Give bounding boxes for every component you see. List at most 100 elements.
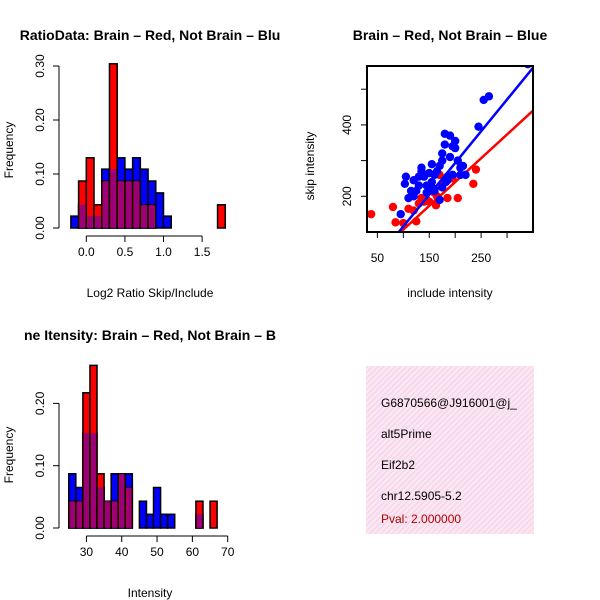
ratio-overlap-bar — [141, 204, 148, 228]
intensity-blue-bar — [166, 513, 176, 529]
intensity-y-tick-label: 0.20 — [33, 391, 47, 415]
ratio-x-tick-label: 1.5 — [194, 245, 211, 259]
scatter-red-point — [469, 179, 478, 189]
intensity-blue-bar — [138, 500, 148, 529]
scatter-xlabel: include intensity — [407, 286, 492, 300]
scatter-blue-point — [414, 181, 424, 190]
scatter-blue-point — [458, 161, 468, 171]
ratio-blue-bar — [70, 215, 80, 229]
scatter-red-point — [443, 193, 452, 203]
intensity-overlap-bar — [76, 501, 82, 528]
scatter-blue-point — [448, 170, 457, 180]
scatter-blue-point — [450, 143, 460, 153]
ratio-histogram-axes: 0.0 0.5 1.0 1.5 0.00 0.10 0.20 0.30 — [33, 54, 211, 259]
intensity-histogram-xlabel: Intensity — [128, 586, 173, 600]
intensity-x-tick-label: 70 — [221, 545, 235, 559]
scatter-axes: 50 150 250 200 400 — [340, 65, 534, 265]
ratio-overlap-bar — [102, 181, 109, 228]
intensity-histogram-panel: ne Itensity: Brain – Red, Not Brain – B … — [2, 327, 276, 600]
ratio-histogram-bars — [70, 63, 227, 229]
ratio-y-tick-label: 0.20 — [33, 108, 47, 132]
intensity-overlap-bar — [119, 473, 125, 528]
ratio-histogram-panel: RatioData: Brain – Red, Not Brain – Blu … — [2, 27, 280, 300]
intensity-red-bar — [209, 500, 218, 529]
ratio-y-tick-label: 0.10 — [33, 162, 47, 186]
scatter-blue-point — [440, 140, 450, 149]
scatter-plot-area — [367, 66, 533, 232]
ratio-blue-bar — [155, 192, 165, 229]
scatter-plot-frame — [366, 65, 534, 233]
ratio-overlap-bar — [149, 204, 155, 228]
ratio-x-tick-label: 1.0 — [155, 245, 172, 259]
ratio-overlap-bar — [79, 204, 86, 228]
intensity-x-tick-label: 60 — [186, 545, 200, 559]
scatter-red-point — [453, 193, 462, 203]
ratio-red-bar — [216, 204, 227, 229]
intensity-overlap-bar — [90, 433, 97, 528]
scatter-red-point — [367, 209, 376, 219]
scatter-blue-point — [427, 177, 437, 187]
ratio-x-tick-label: 0.5 — [117, 245, 134, 259]
ratio-y-tick-label: 0.00 — [33, 216, 47, 240]
scatter-y-tick-label: 400 — [340, 115, 354, 135]
scatter-x-tick-label: 50 — [371, 251, 385, 265]
intensity-x-tick-label: 40 — [115, 545, 129, 559]
intensity-x-tick-label: 30 — [80, 545, 94, 559]
scatter-ylabel: skip intensity — [303, 132, 317, 201]
scatter-title: Brain – Red, Not Brain – Blue — [353, 27, 548, 43]
scatter-blue-point — [438, 149, 447, 158]
pval-text: Pval: 2.000000 — [381, 512, 462, 526]
scatter-x-tick-label: 150 — [419, 251, 439, 265]
intensity-overlap-bar — [69, 501, 75, 528]
intensity-x-tick-label: 50 — [150, 545, 164, 559]
scatter-blue-point — [450, 136, 460, 146]
intensity-histogram-ylabel: Frequency — [2, 427, 16, 484]
scatter-blue-point — [524, 66, 532, 69]
event-info-box: G6870566@J916001@j_ alt5Prime Eif2b2 chr… — [366, 366, 534, 534]
scatter-blue-point — [430, 170, 439, 180]
intensity-overlap-bar — [83, 433, 89, 528]
scatter-blue-point — [474, 122, 483, 131]
intensity-overlap-bar — [98, 487, 104, 528]
scatter-x-tick-label: 250 — [471, 251, 491, 265]
ratio-x-tick-label: 0.0 — [78, 245, 95, 259]
scatter-blue-point — [438, 156, 447, 165]
intensity-histogram-title: ne Itensity: Brain – Red, Not Brain – B — [24, 327, 276, 343]
intensity-overlap-bar — [126, 487, 132, 528]
intensity-y-tick-label: 0.10 — [33, 454, 47, 478]
event-id-text: G6870566@J916001@j_ — [381, 396, 517, 410]
ratio-histogram-ylabel: Frequency — [2, 122, 16, 179]
scatter-y-tick-label: 200 — [340, 186, 354, 206]
scatter-blue-point — [430, 186, 439, 196]
scatter-blue-point — [396, 209, 405, 219]
ratio-overlap-bar — [95, 216, 101, 228]
scatter-red-point — [391, 218, 400, 227]
intensity-blue-bar — [152, 486, 162, 529]
scatter-red-point — [471, 165, 481, 174]
scatter-blue-point — [445, 131, 455, 140]
genomic-location-text: chr12.5905-5.2 — [381, 489, 462, 503]
intensity-overlap-bar — [196, 514, 202, 528]
ratio-histogram-title: RatioData: Brain – Red, Not Brain – Blu — [20, 27, 281, 43]
intensity-histogram-bars — [68, 364, 218, 529]
intensity-blue-bar — [145, 513, 155, 529]
ratio-overlap-bar — [118, 181, 124, 228]
scatter-blue-point — [445, 152, 455, 162]
scatter-blue-point — [461, 170, 470, 180]
intensity-y-tick-label: 0.00 — [33, 516, 47, 540]
scatter-blue-point — [427, 159, 437, 169]
ratio-blue-bar — [162, 215, 172, 229]
scatter-blue-point — [435, 195, 444, 205]
scatter-blue-point — [438, 183, 447, 192]
gene-name-text: Eif2b2 — [381, 458, 416, 472]
event-type-text: alt5Prime — [381, 427, 432, 441]
ratio-overlap-bar — [110, 169, 117, 228]
ratio-overlap-bar — [125, 181, 132, 228]
intensity-overlap-bar — [105, 501, 111, 528]
scatter-blue-point — [401, 172, 411, 181]
ratio-y-tick-label: 0.30 — [33, 54, 47, 78]
scatter-blue-point — [400, 179, 410, 189]
ratio-histogram-xlabel: Log2 Ratio Skip/Include — [87, 286, 214, 300]
ratio-overlap-bar — [87, 216, 94, 228]
